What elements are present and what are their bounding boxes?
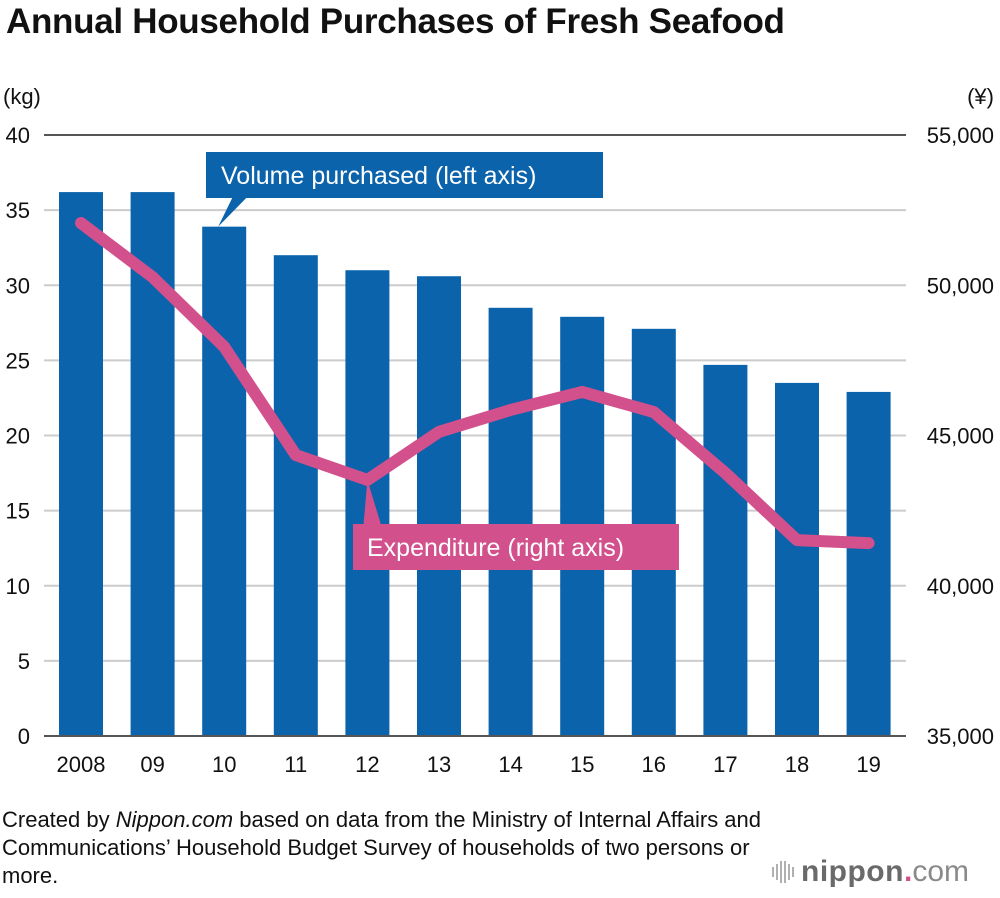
left-tick-label: 20 <box>6 424 30 449</box>
x-tick-label: 15 <box>570 752 594 777</box>
x-tick-label: 09 <box>140 752 164 777</box>
bar <box>273 255 318 736</box>
left-tick-label: 35 <box>6 198 30 223</box>
x-tick-label: 14 <box>498 752 522 777</box>
right-tick-label: 55,000 <box>927 123 994 148</box>
right-tick-label: 50,000 <box>927 273 994 298</box>
expenditure-line <box>75 217 875 550</box>
expenditure-label: Expenditure (right axis) <box>367 534 624 562</box>
logo-word: nippon <box>801 855 904 888</box>
left-tick-label: 25 <box>6 348 30 373</box>
x-tick-label: 18 <box>785 752 809 777</box>
volume-callout-tail <box>218 198 247 227</box>
volume-label: Volume purchased (left axis) <box>221 162 536 190</box>
x-tick-label: 13 <box>427 752 451 777</box>
x-tick-label: 10 <box>212 752 236 777</box>
left-tick-label: 15 <box>6 499 30 524</box>
x-tick-label: 16 <box>642 752 666 777</box>
right-tick-label: 45,000 <box>927 424 994 449</box>
bar <box>775 382 819 736</box>
source-caption: Created by Nippon.com based on data from… <box>2 806 762 890</box>
left-tick-label: 0 <box>18 724 30 749</box>
right-tick-label: 35,000 <box>927 724 994 749</box>
x-tick-label: 12 <box>355 752 379 777</box>
left-tick-label: 5 <box>18 649 30 674</box>
bars <box>44 192 906 737</box>
right-axis-unit: (¥) <box>967 84 994 109</box>
caption-text-1: Created by <box>2 807 116 832</box>
chart-title: Annual Household Purchases of Fresh Seaf… <box>6 2 785 41</box>
chart-area: 2008 09 10 11 12 13 14 15 16 17 18 19 0 5 10 15 20 25 30 3… <box>6 123 994 777</box>
logo-soundwave-icon <box>772 861 794 883</box>
bar <box>417 276 461 736</box>
nippon-logo: nippon. com <box>772 855 969 889</box>
left-tick-label: 10 <box>6 574 30 599</box>
expenditure-label-box <box>353 524 679 570</box>
left-axis-ticks: 0 5 10 15 20 25 30 35 40 <box>6 123 30 749</box>
bar <box>703 364 748 736</box>
left-axis-unit: (kg) <box>3 84 41 109</box>
x-axis-labels: 2008 09 10 11 12 13 14 15 16 17 18 19 <box>57 752 881 777</box>
x-tick-label: 2008 <box>57 752 106 777</box>
x-tick-label: 17 <box>713 752 737 777</box>
x-tick-label: 19 <box>856 752 880 777</box>
annotations: Volume purchased (left axis) Expenditure … <box>206 152 679 570</box>
bar <box>488 307 533 736</box>
bar <box>202 226 247 736</box>
volume-label-box <box>206 152 603 198</box>
expenditure-line-group <box>75 217 875 550</box>
caption-brand: Nippon.com <box>115 807 234 832</box>
bar <box>59 192 103 737</box>
x-tick-label: 11 <box>284 752 307 777</box>
logo-tld: com <box>912 855 969 888</box>
left-tick-label: 40 <box>6 123 30 148</box>
caption-text-2: based on data from the Ministry of Inter… <box>2 807 762 888</box>
bar <box>846 391 891 736</box>
right-axis-ticks: 35,000 40,000 45,000 50,000 55,000 <box>927 123 994 749</box>
expenditure-callout-tail <box>363 479 382 526</box>
right-tick-label: 40,000 <box>927 574 994 599</box>
logo-dot: . <box>903 855 913 888</box>
left-tick-label: 30 <box>6 273 30 298</box>
